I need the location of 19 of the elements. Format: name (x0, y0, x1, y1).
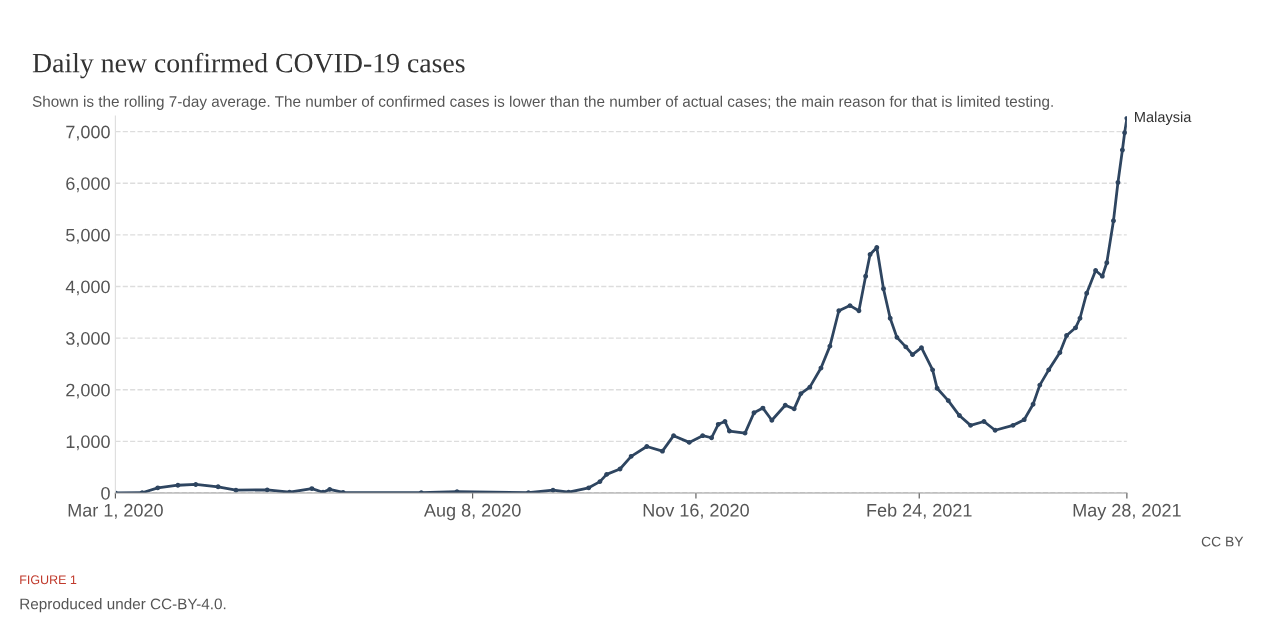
x-tick-label: Feb 24, 2021 (867, 503, 972, 519)
x-tick-label: Mar 1, 2020 (68, 503, 163, 519)
y-tick-label: 1,000 (66, 435, 110, 451)
text: Reproduced under CC-BY-4.0. (20, 598, 226, 613)
y-tick-label: 3,000 (66, 332, 110, 347)
y-tick-label: 4,000 (65, 280, 110, 296)
y-tick-label: 5,000 (66, 228, 110, 244)
y-tick-label: 2,000 (66, 383, 110, 399)
x-tick-label: Nov 16, 2020 (643, 503, 749, 519)
y-tick-label: 7,000 (66, 125, 110, 141)
caption: FIGURE 1 (20, 575, 77, 585)
x-tick-label: Aug 8, 2020 (423, 503, 521, 521)
text: CC BY (1201, 536, 1244, 547)
series-label: Malaysia (1135, 111, 1192, 126)
y-tick-label: 0 (101, 486, 110, 500)
y-tick-label: 6,000 (66, 177, 110, 193)
chart-title: Daily new confirmed COVID-19 cases (32, 52, 465, 79)
x-tick-label: May 28, 2021 (1073, 503, 1181, 521)
chart-subtitle: Shown is the rolling 7-day average. The number of confirmed cases is lower than the number of actual cases; the main reason for that is limited testing. (32, 95, 1053, 110)
